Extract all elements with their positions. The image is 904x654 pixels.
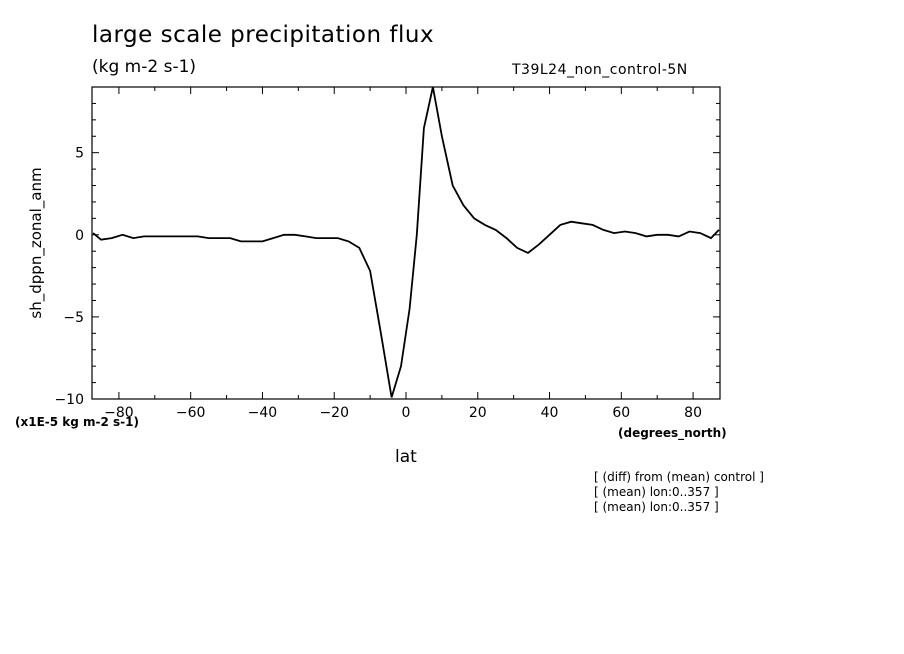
notes-block: [ (diff) from (mean) control ] [ (mean) … [594, 470, 764, 515]
x-tick-label: −40 [248, 405, 278, 421]
chart-units: (kg m-2 s-1) [92, 57, 197, 77]
y-tick-label: −10 [54, 392, 84, 408]
chart-title: large scale precipitation flux [92, 22, 435, 48]
x-axis-units: (degrees_north) [618, 426, 727, 440]
x-tick-label: −80 [104, 405, 134, 421]
y-scale-label: (x1E-5 kg m-2 s-1) [15, 415, 139, 429]
y-tick-label: −5 [63, 310, 84, 326]
x-tick-label: 0 [402, 405, 411, 421]
run-label: T39L24_non_control-5N [512, 62, 688, 78]
x-tick-label: −60 [176, 405, 206, 421]
x-tick-label: 20 [469, 405, 487, 421]
x-tick-label: 40 [541, 405, 559, 421]
y-tick-label: 5 [75, 146, 84, 162]
x-tick-label: −20 [319, 405, 349, 421]
series-line [92, 86, 720, 398]
note-line: [ (mean) lon:0..357 ] [594, 485, 719, 499]
x-axis-label: lat [395, 447, 417, 467]
plot-frame [91, 86, 721, 400]
note-line: [ (mean) lon:0..357 ] [594, 500, 719, 514]
note-line: [ (diff) from (mean) control ] [594, 470, 764, 484]
y-tick-label: 0 [75, 228, 84, 244]
x-tick-label: 80 [684, 405, 702, 421]
x-tick-label: 60 [612, 405, 630, 421]
